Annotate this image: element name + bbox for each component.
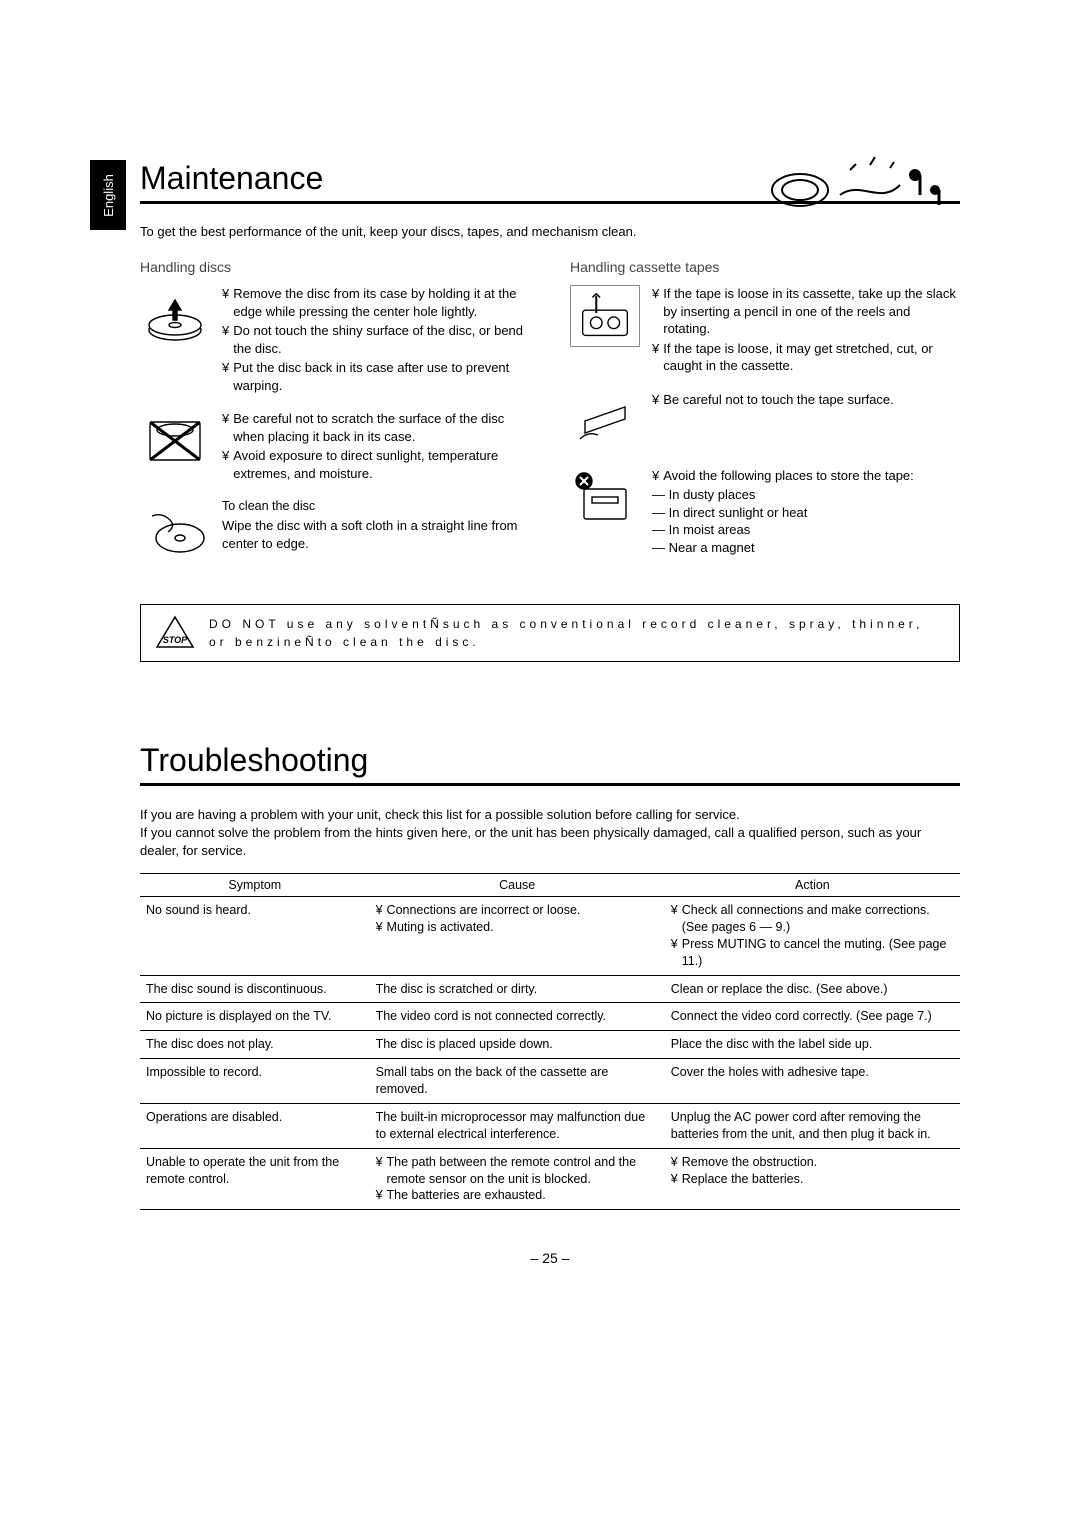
th-symptom: Symptom: [140, 874, 370, 897]
tape-item-1: ¥If the tape is loose in its cassette, t…: [570, 285, 960, 377]
troubleshooting-heading: Troubleshooting: [140, 742, 960, 786]
discs-heading: Handling discs: [140, 259, 530, 275]
tape-item-3: ¥Avoid the following places to store the…: [570, 467, 960, 557]
troubleshooting-table: Symptom Cause Action No sound is heard.¥…: [140, 873, 960, 1210]
disc3-line: Wipe the disc with a soft cloth in a str…: [222, 517, 530, 552]
tape-slack-icon: [570, 285, 640, 347]
disc-item-1: ¥Remove the disc from its case by holdin…: [140, 285, 530, 396]
tape1-b2: If the tape is loose, it may get stretch…: [663, 340, 960, 375]
tape1-b1: If the tape is loose in its cassette, ta…: [663, 285, 960, 338]
tapes-column: Handling cassette tapes ¥If the tape is …: [570, 259, 960, 574]
disc1-b2: Do not touch the shiny surface of the di…: [233, 322, 530, 357]
tape-item-2: ¥Be careful not to touch the tape surfac…: [570, 391, 960, 453]
tape3-l1: — In dusty places: [652, 486, 960, 504]
tape2-b1: Be careful not to touch the tape surface…: [663, 391, 894, 409]
disc1-b3: Put the disc back in its case after use …: [233, 359, 530, 394]
disc-item-3: To clean the disc Wipe the disc with a s…: [140, 498, 530, 560]
tape3-b1: Avoid the following places to store the …: [663, 467, 914, 485]
stop-notice-text: DO NOT use any solventÑsuch as conventio…: [209, 615, 945, 651]
table-row: Unable to operate the unit from the remo…: [140, 1148, 960, 1210]
tape3-l3: — In moist areas: [652, 521, 960, 539]
tape-touch-icon: [570, 391, 640, 453]
table-row: No sound is heard.¥Connections are incor…: [140, 897, 960, 976]
th-cause: Cause: [370, 874, 665, 897]
disc2-b2: Avoid exposure to direct sunlight, tempe…: [233, 447, 530, 482]
disc2-b1: Be careful not to scratch the surface of…: [233, 410, 530, 445]
page-number: – 25 –: [140, 1250, 960, 1266]
table-row: Operations are disabled.The built-in mic…: [140, 1103, 960, 1148]
tape-storage-icon: [570, 467, 640, 529]
tapes-heading: Handling cassette tapes: [570, 259, 960, 275]
tape3-l4: — Near a magnet: [652, 539, 960, 557]
language-tab: English: [90, 160, 126, 230]
svg-text:STOP: STOP: [163, 635, 188, 645]
stop-notice-box: STOP DO NOT use any solventÑsuch as conv…: [140, 604, 960, 662]
language-label: English: [101, 174, 116, 217]
header-illustration: [760, 150, 950, 220]
disc1-b1: Remove the disc from its case by holding…: [233, 285, 530, 320]
stop-icon: STOP: [155, 615, 195, 649]
maintenance-columns: Handling discs ¥Remove the disc from its…: [140, 259, 960, 574]
disc-item-2: ¥Be careful not to scratch the surface o…: [140, 410, 530, 484]
discs-column: Handling discs ¥Remove the disc from its…: [140, 259, 530, 574]
troubleshooting-intro: If you are having a problem with your un…: [140, 806, 960, 859]
disc3-title: To clean the disc: [222, 498, 530, 515]
maintenance-intro: To get the best performance of the unit,…: [140, 224, 960, 239]
table-header-row: Symptom Cause Action: [140, 874, 960, 897]
table-row: Impossible to record.Small tabs on the b…: [140, 1059, 960, 1104]
table-row: The disc sound is discontinuous.The disc…: [140, 975, 960, 1003]
table-row: The disc does not play.The disc is place…: [140, 1031, 960, 1059]
table-row: No picture is displayed on the TV.The vi…: [140, 1003, 960, 1031]
disc-clean-icon: [140, 498, 210, 560]
tape3-l2: — In direct sunlight or heat: [652, 504, 960, 522]
th-action: Action: [665, 874, 960, 897]
disc-remove-icon: [140, 285, 210, 347]
disc-noscratch-icon: [140, 410, 210, 472]
